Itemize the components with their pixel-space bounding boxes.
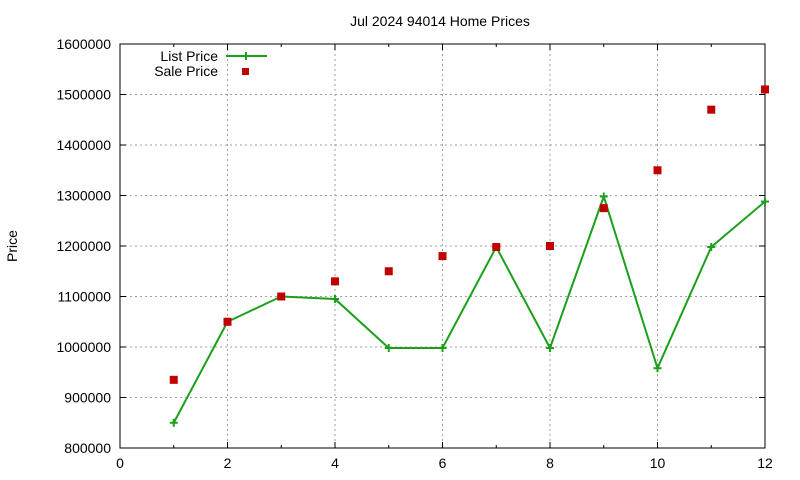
- series-layer: [169, 85, 769, 427]
- x-tick-label: 0: [116, 455, 124, 471]
- y-tick-label: 1000000: [56, 339, 111, 355]
- y-tick-label: 1400000: [56, 137, 111, 153]
- list-price-point: [438, 344, 447, 353]
- y-tick-label: 900000: [64, 390, 111, 406]
- legend-label-list-price: List Price: [160, 48, 218, 64]
- x-tick-label: 8: [546, 455, 554, 471]
- sale-price-point: [761, 85, 769, 94]
- sale-price-point: [384, 267, 393, 276]
- sale-price-point: [653, 166, 662, 175]
- legend-marker-sale-price: [242, 68, 249, 75]
- y-axis-label: Price: [4, 230, 20, 262]
- y-tick-label: 1100000: [58, 289, 112, 305]
- list-price-point: [169, 418, 178, 427]
- x-tick-label: 2: [224, 455, 232, 471]
- legend-plus: [242, 52, 250, 60]
- legend-marker-list-price: [242, 52, 250, 60]
- sale-price-point: [223, 317, 232, 326]
- list-price-point: [707, 243, 716, 252]
- list-price-point: [761, 197, 769, 206]
- y-tick-label: 800000: [64, 440, 111, 456]
- y-tick-label: 1300000: [56, 188, 111, 204]
- chart-title: Jul 2024 94014 Home Prices: [350, 13, 530, 29]
- legend-label-sale-price: Sale Price: [154, 63, 218, 79]
- x-tick-label: 12: [757, 455, 773, 471]
- list-price-point: [546, 344, 554, 353]
- ticks-layer: 800000 900000 1000000 1100000 1200000 1300000…: [56, 36, 773, 471]
- list-price-point: [384, 344, 393, 353]
- sale-price-point: [169, 375, 178, 384]
- x-tick-label: 4: [331, 455, 339, 471]
- sale-price-point: [546, 242, 554, 250]
- x-tick-label: 10: [650, 455, 666, 471]
- sale-price-point: [331, 277, 339, 286]
- list-price-point: [599, 192, 608, 201]
- sale-price-point: [277, 292, 286, 301]
- list-price-point: [331, 295, 339, 304]
- x-tick-label: 6: [439, 455, 447, 471]
- sale-price-point: [599, 204, 608, 213]
- list-price-point: [653, 364, 662, 373]
- sale-price-point: [438, 252, 447, 261]
- sale-price-point: [707, 105, 716, 114]
- series-line-list-price: [172, 193, 766, 424]
- legend: List Price Sale Price: [154, 48, 267, 79]
- sale-price-point: [492, 243, 501, 252]
- grid-layer: [120, 44, 765, 448]
- y-tick-label: 1200000: [56, 238, 111, 254]
- y-tick-label: 1500000: [56, 87, 111, 103]
- y-tick-label: 1600000: [56, 36, 111, 52]
